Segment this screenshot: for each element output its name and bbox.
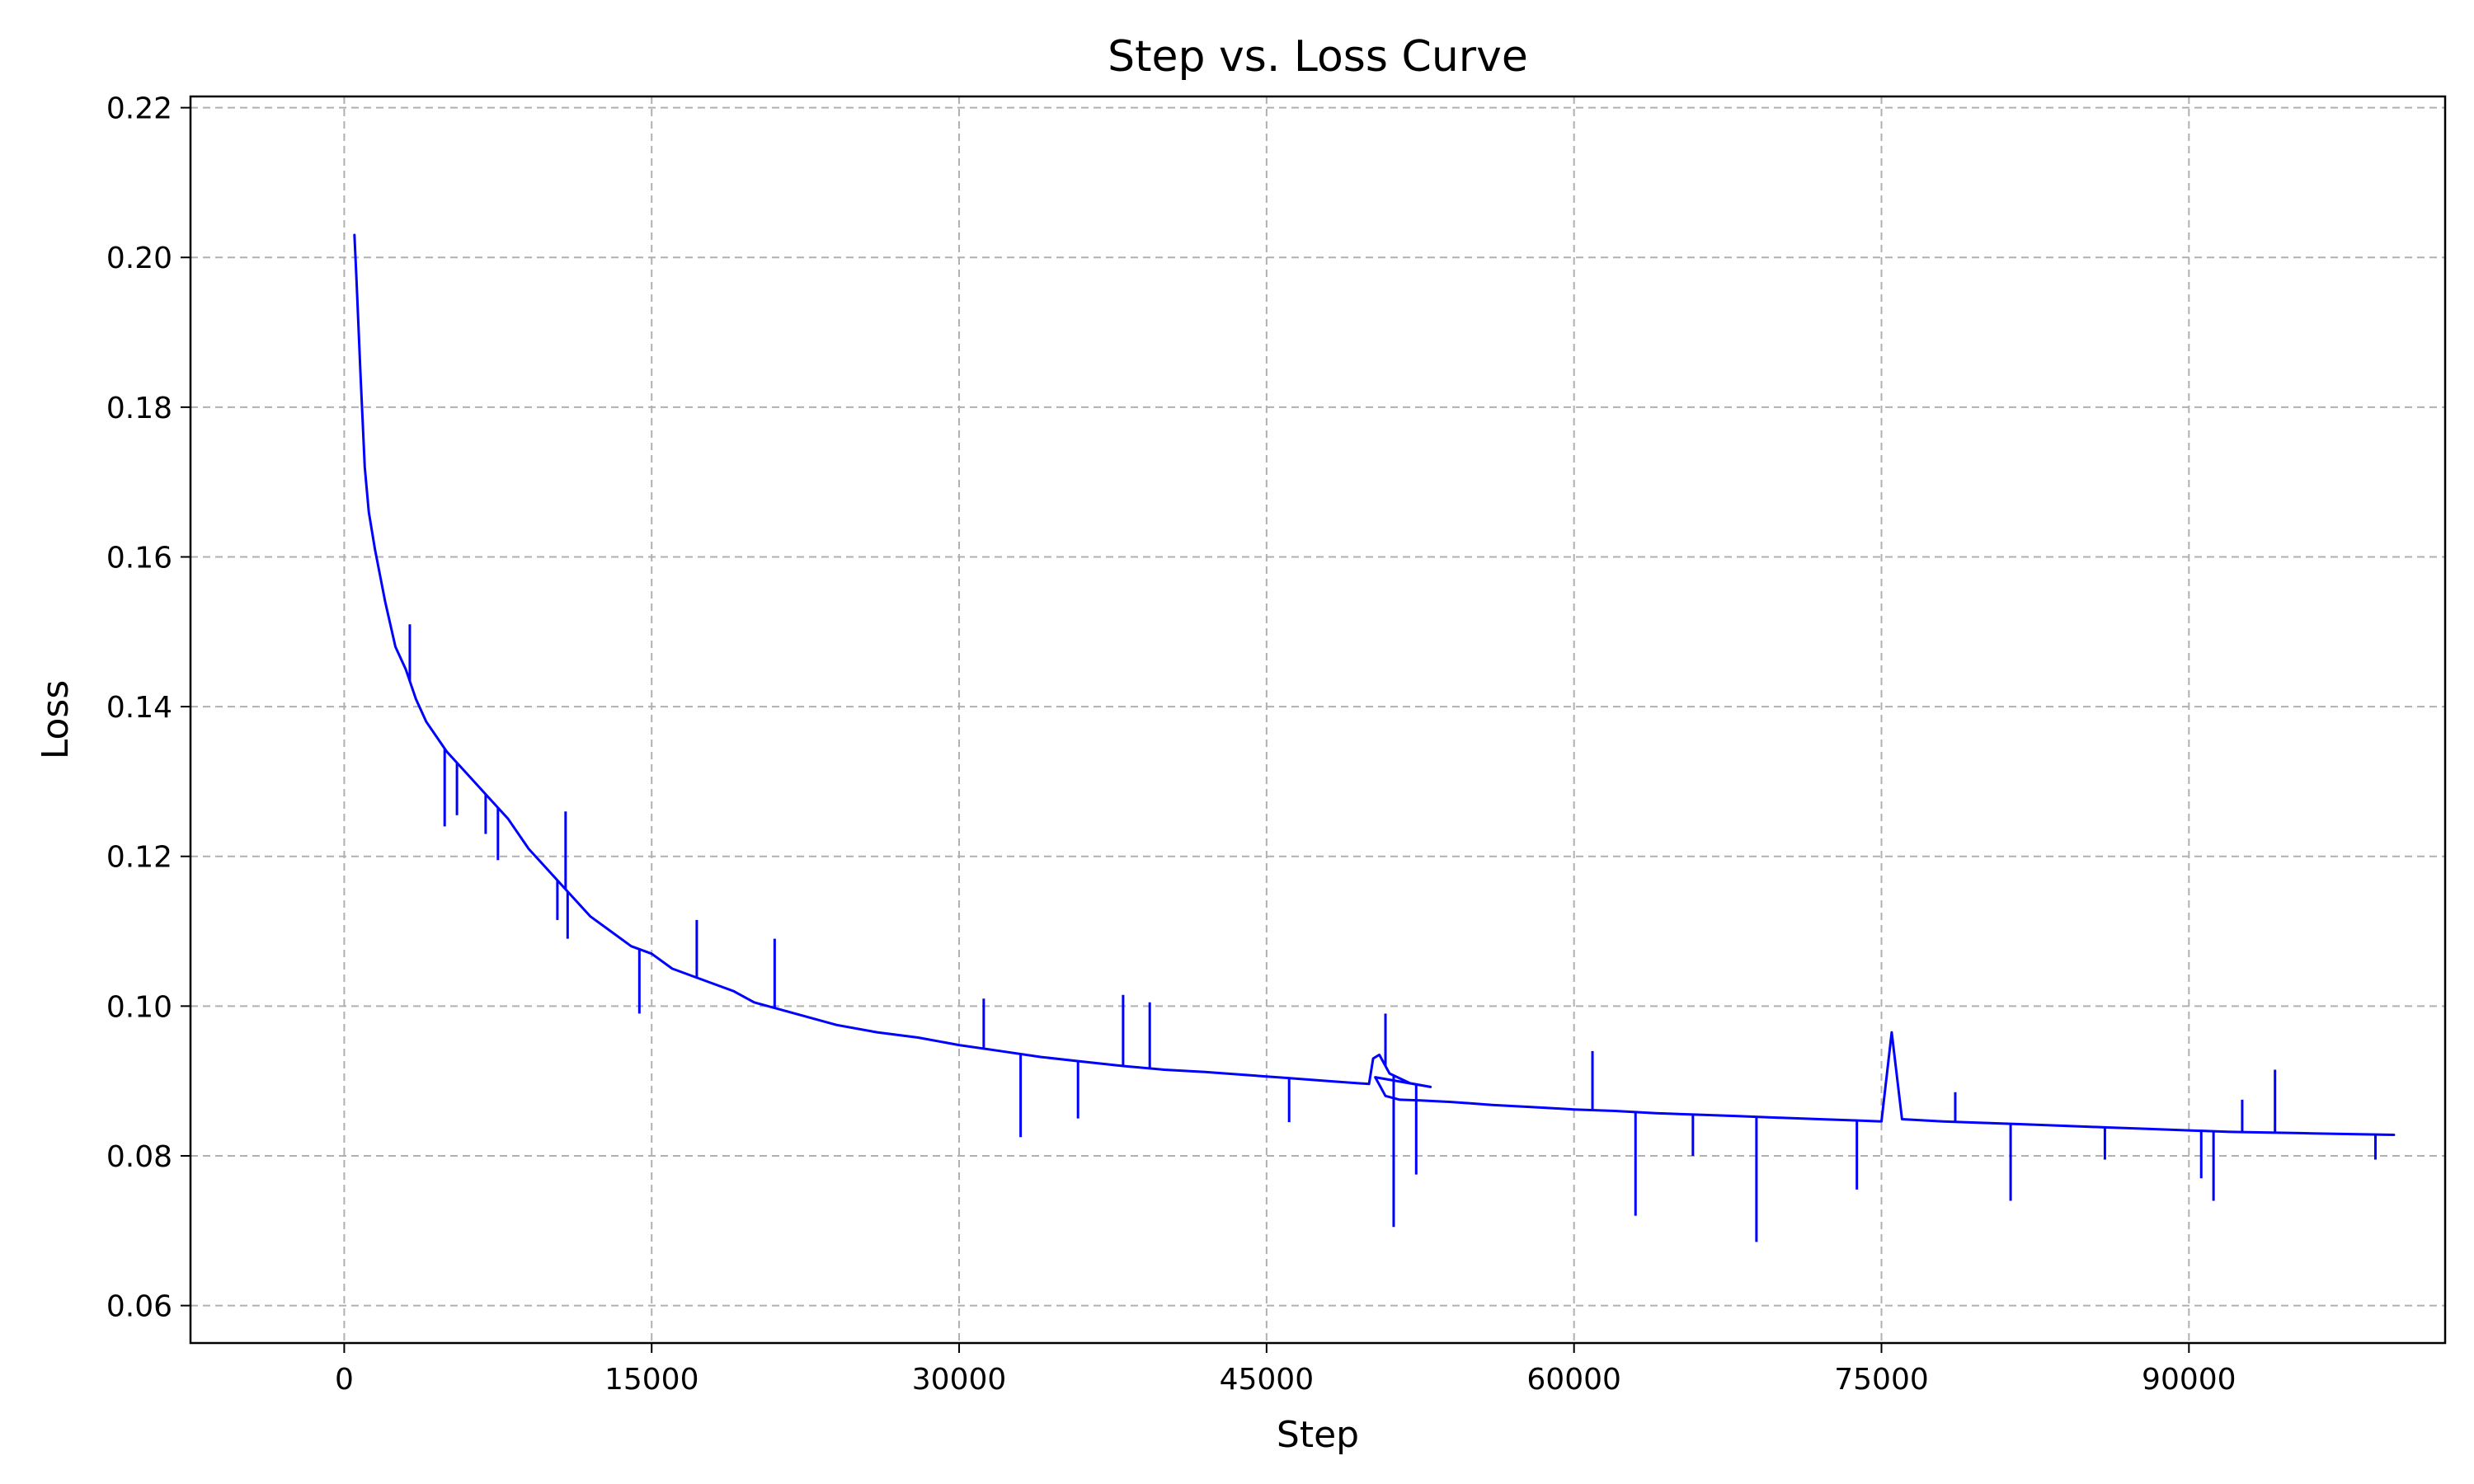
x-tick-label: 45000 xyxy=(1220,1363,1315,1397)
loss-series-line xyxy=(353,233,2396,1136)
y-axis-label: Loss xyxy=(35,680,77,760)
x-tick-label: 0 xyxy=(335,1363,354,1397)
y-tick-label: 0.10 xyxy=(106,990,172,1024)
series-layer xyxy=(353,233,2396,1242)
chart-title: Step vs. Loss Curve xyxy=(1108,32,1528,82)
x-tick-label: 75000 xyxy=(1834,1363,1929,1397)
y-tick-label: 0.14 xyxy=(106,691,172,725)
y-tick-label: 0.20 xyxy=(106,242,172,275)
y-tick-label: 0.12 xyxy=(106,841,172,875)
y-tick-label: 0.08 xyxy=(106,1140,172,1174)
y-tick-label: 0.22 xyxy=(106,92,172,126)
y-tick-label: 0.16 xyxy=(106,541,172,575)
y-tick-label: 0.18 xyxy=(106,392,172,425)
x-tick-label: 90000 xyxy=(2142,1363,2236,1397)
grid-layer xyxy=(190,96,2445,1343)
y-tick-label: 0.06 xyxy=(106,1290,172,1324)
x-tick-label: 30000 xyxy=(912,1363,1007,1397)
x-axis-label: Step xyxy=(1277,1414,1359,1456)
plot-frame xyxy=(189,95,2447,1345)
ticks-layer: 0 15000 30000 45000 60000 75000 90000 0.06 0.08 0… xyxy=(106,92,2236,1397)
x-tick-label: 15000 xyxy=(604,1363,699,1397)
x-tick-label: 60000 xyxy=(1526,1363,1621,1397)
